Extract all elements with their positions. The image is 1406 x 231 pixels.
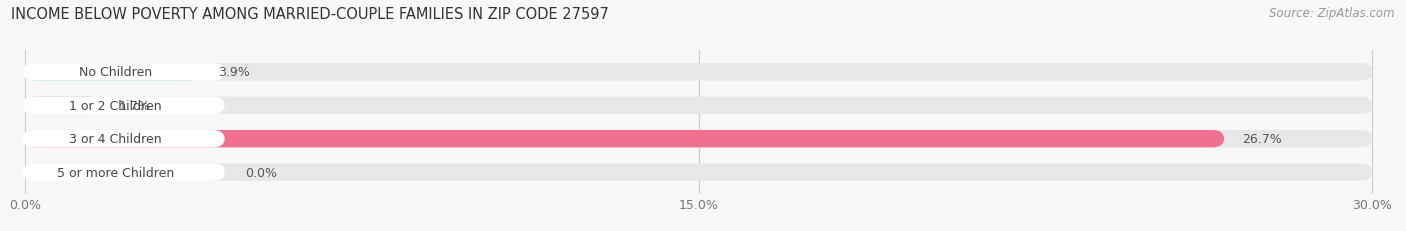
FancyBboxPatch shape [25, 97, 1372, 114]
Text: 3.9%: 3.9% [218, 66, 250, 79]
FancyBboxPatch shape [22, 64, 225, 81]
Text: Source: ZipAtlas.com: Source: ZipAtlas.com [1270, 7, 1395, 20]
Text: 3 or 4 Children: 3 or 4 Children [69, 133, 162, 146]
FancyBboxPatch shape [25, 164, 1372, 181]
FancyBboxPatch shape [25, 131, 1225, 148]
Text: 5 or more Children: 5 or more Children [58, 166, 174, 179]
Text: 0.0%: 0.0% [245, 166, 277, 179]
Text: INCOME BELOW POVERTY AMONG MARRIED-COUPLE FAMILIES IN ZIP CODE 27597: INCOME BELOW POVERTY AMONG MARRIED-COUPL… [11, 7, 609, 22]
FancyBboxPatch shape [22, 164, 225, 181]
FancyBboxPatch shape [25, 131, 1372, 148]
FancyBboxPatch shape [22, 97, 225, 114]
Text: 1.7%: 1.7% [120, 99, 150, 112]
FancyBboxPatch shape [22, 131, 225, 148]
Text: 26.7%: 26.7% [1241, 133, 1282, 146]
Text: No Children: No Children [79, 66, 152, 79]
Text: 1 or 2 Children: 1 or 2 Children [69, 99, 162, 112]
FancyBboxPatch shape [25, 64, 1372, 81]
FancyBboxPatch shape [25, 64, 200, 81]
FancyBboxPatch shape [25, 97, 101, 114]
